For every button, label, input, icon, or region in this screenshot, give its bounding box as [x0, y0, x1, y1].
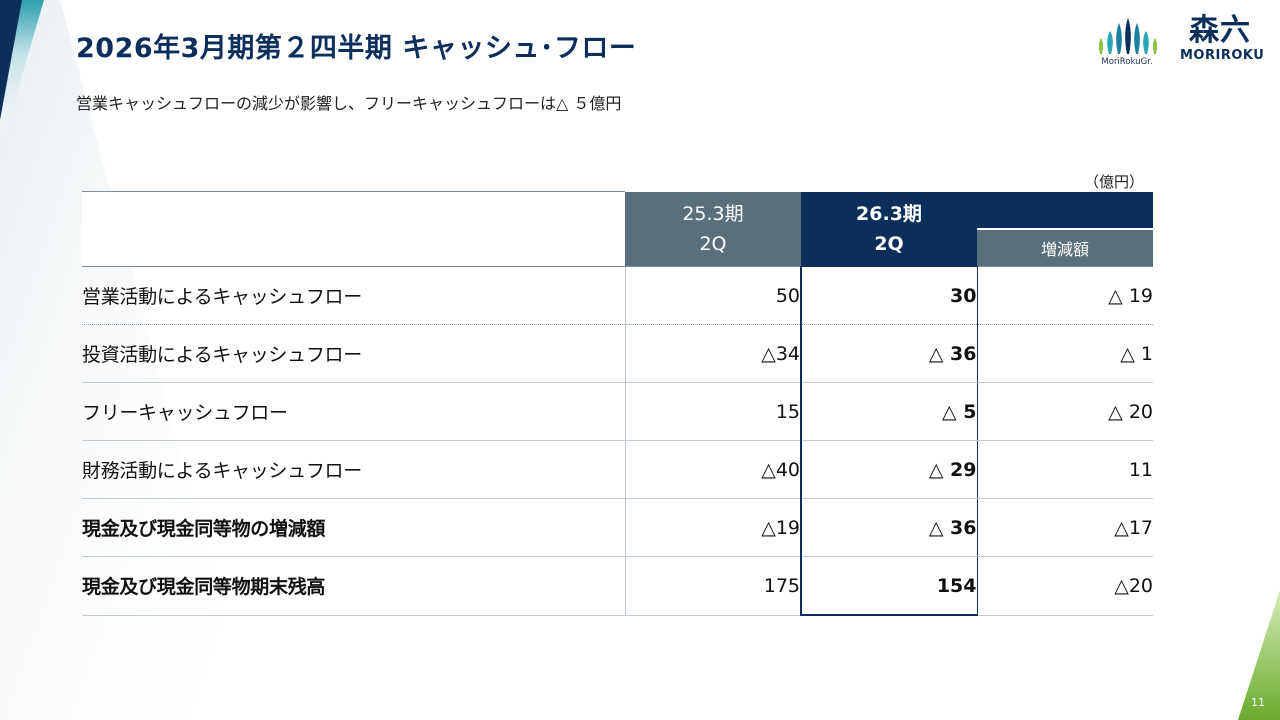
diff-value: △ 20: [977, 382, 1153, 441]
cash-flow-table: 25.3期 2Q 26.3期 2Q 増減額 営業活動によるキャッシュフロー 50…: [82, 191, 1153, 616]
table-row: フリーキャッシュフロー 15 △ 5 △ 20: [82, 382, 1153, 441]
header-blank-cell: [82, 191, 625, 267]
header-curr-period: 26.3期 2Q: [801, 191, 977, 267]
unit-label: （億円）: [1084, 173, 1145, 191]
moriroku-logo: 森六 MORIROKU: [1180, 13, 1265, 70]
group-logo-text: MoriRokuGr.: [1101, 57, 1153, 67]
moriroku-group-logo: MoriRokuGr.: [1092, 16, 1162, 72]
page-title: 2026年3月期第２四半期 キャッシュ･フロー: [76, 33, 637, 64]
curr-value: △ 36: [800, 324, 978, 383]
header-diff: 増減額: [977, 227, 1153, 267]
diff-value: 11: [977, 440, 1153, 499]
curr-value: △ 36: [800, 498, 978, 557]
table-header-row: 25.3期 2Q 26.3期 2Q: [82, 191, 1153, 267]
row-label: 営業活動によるキャッシュフロー: [82, 266, 625, 325]
diff-value: △17: [977, 498, 1153, 557]
table-row: 財務活動によるキャッシュフロー △40 △ 29 11: [82, 440, 1153, 499]
group-logo-icon: [1098, 18, 1158, 54]
brand-logo-text: MORIROKU: [1180, 48, 1265, 63]
table-header-row-2: 増減額: [82, 227, 1153, 267]
table-row: 営業活動によるキャッシュフロー 50 30 △ 19: [82, 266, 1153, 325]
table-row: 投資活動によるキャッシュフロー △34 △ 36 △ 1: [82, 324, 1153, 383]
table-row: 現金及び現金同等物の増減額 △19 △ 36 △17: [82, 498, 1153, 557]
curr-value: 30: [800, 266, 978, 325]
row-label: 財務活動によるキャッシュフロー: [82, 440, 625, 499]
curr-value: △ 29: [800, 440, 978, 499]
header-curr-extension: [977, 191, 1153, 229]
prev-value: 175: [624, 556, 801, 616]
curr-value: 154: [800, 556, 978, 616]
diff-value: △ 1: [977, 324, 1153, 383]
prev-value: △40: [624, 440, 801, 499]
brand-logo-kanji: 森六: [1189, 13, 1251, 48]
diff-value: △20: [977, 556, 1153, 616]
prev-value: △34: [624, 324, 801, 383]
header-curr-quarter-label: 2Q: [874, 232, 904, 255]
header-prev-quarter-label: 2Q: [699, 232, 727, 255]
header-curr-period-label: 26.3期: [856, 202, 922, 225]
prev-value: △19: [624, 498, 801, 557]
row-label: フリーキャッシュフロー: [82, 382, 625, 441]
curr-value: △ 5: [800, 382, 978, 441]
diff-value: △ 19: [977, 266, 1153, 325]
header-prev-period: 25.3期 2Q: [625, 191, 801, 267]
prev-value: 15: [624, 382, 801, 441]
page-subtitle: 営業キャッシュフローの減少が影響し、フリーキャッシュフローは△ ５億円: [76, 94, 622, 113]
table-row: 現金及び現金同等物期末残高 175 154 △20: [82, 556, 1153, 616]
row-label: 現金及び現金同等物期末残高: [82, 556, 625, 616]
prev-value: 50: [624, 266, 801, 325]
row-label: 投資活動によるキャッシュフロー: [82, 324, 625, 383]
header-prev-period-label: 25.3期: [682, 202, 744, 225]
row-label: 現金及び現金同等物の増減額: [82, 498, 625, 557]
page-number: 11: [1251, 696, 1265, 709]
